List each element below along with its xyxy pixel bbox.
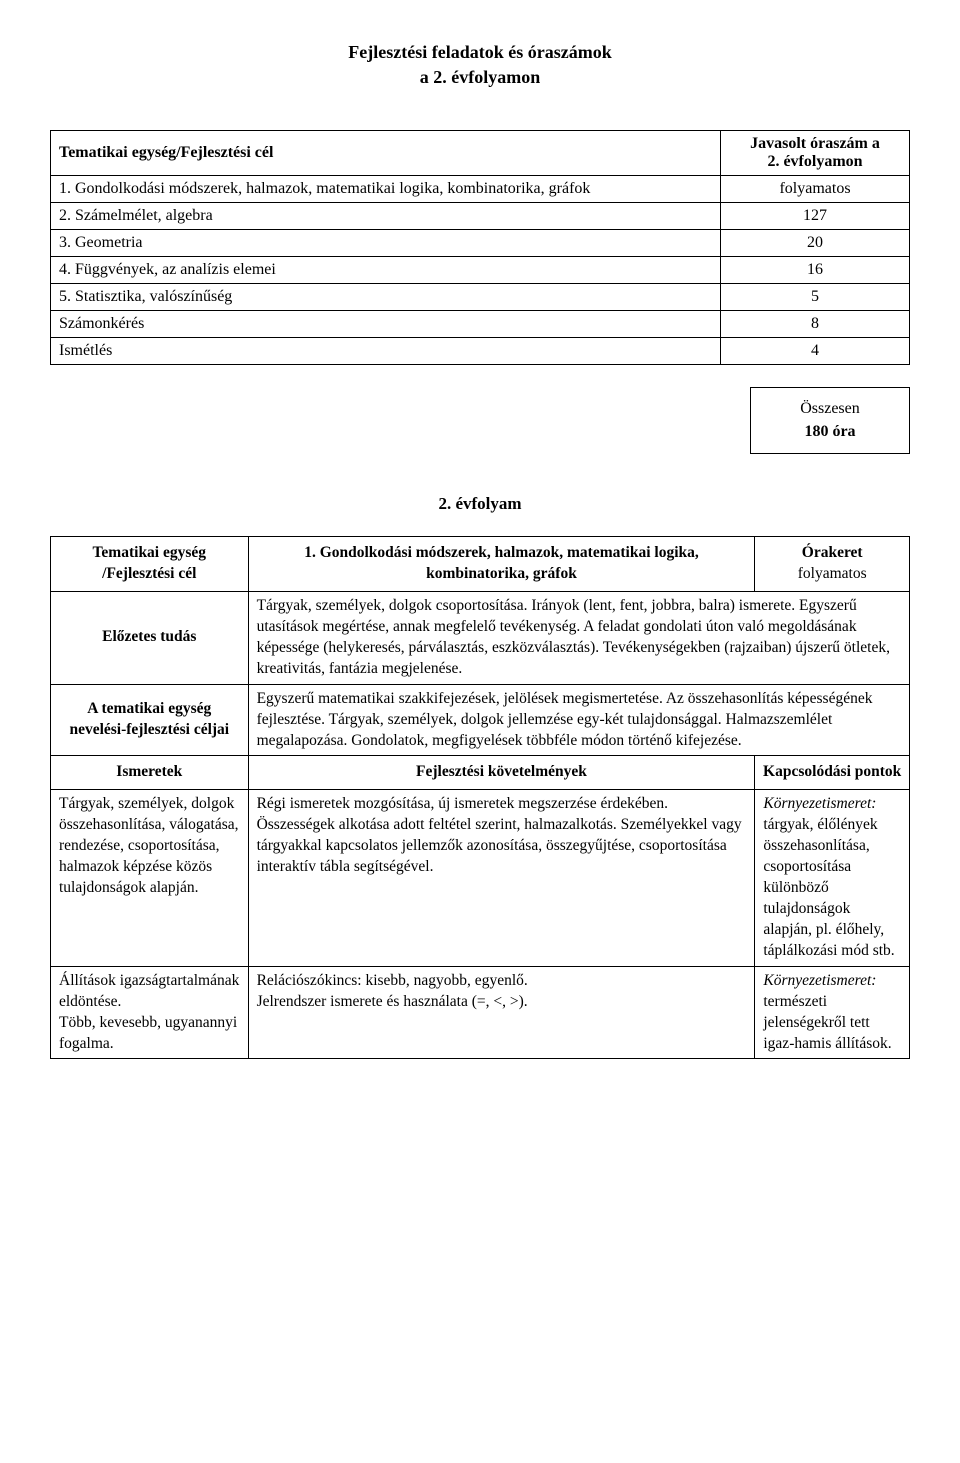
hours-row-label: 3. Geometria — [51, 230, 721, 257]
goals-label: A tematikai egység nevelési-fejlesztési … — [51, 684, 249, 756]
hours-row-value: 16 — [721, 257, 910, 284]
total-label: Összesen — [800, 400, 860, 417]
title-line-2: a 2. évfolyamon — [420, 67, 541, 87]
body-cell: Környezetismeret: természeti jelenségekr… — [755, 966, 910, 1059]
hours-row-value: 4 — [721, 338, 910, 365]
hours-header-col1: Tematikai egység/Fejlesztési cél — [51, 131, 721, 176]
unit-label: Tematikai egység /Fejlesztési cél — [51, 537, 249, 592]
body-cell: Tárgyak, személyek, dolgok összehasonlít… — [51, 790, 249, 966]
body-cell: Környezetismeret: tárgyak, élőlények öss… — [755, 790, 910, 966]
hours-table: Tematikai egység/Fejlesztési cél Javasol… — [50, 130, 910, 365]
title-line-1: Fejlesztési feladatok és óraszámok — [348, 42, 611, 62]
curriculum-table: Tematikai egység /Fejlesztési cél 1. Gon… — [50, 536, 910, 1059]
grade-heading: 2. évfolyam — [50, 494, 910, 514]
body-cell: Relációszókincs: kisebb, nagyobb, egyenl… — [248, 966, 755, 1059]
hours-row-label: 4. Függvények, az analízis elemei — [51, 257, 721, 284]
prev-knowledge-text: Tárgyak, személyek, dolgok csoportosítás… — [248, 592, 909, 685]
body-cell: Régi ismeretek mozgósítása, új ismeretek… — [248, 790, 755, 966]
unit-title: 1. Gondolkodási módszerek, halmazok, mat… — [248, 537, 755, 592]
hours-row-label: Számonkérés — [51, 311, 721, 338]
total-value: 180 óra — [804, 423, 855, 440]
total-box: Összesen 180 óra — [750, 387, 910, 454]
hours-row-value: 5 — [721, 284, 910, 311]
col-header-kapcsolodasi: Kapcsolódási pontok — [755, 756, 910, 790]
hours-row-label: 2. Számelmélet, algebra — [51, 203, 721, 230]
hours-row-value: 127 — [721, 203, 910, 230]
prev-knowledge-label: Előzetes tudás — [51, 592, 249, 685]
page-title: Fejlesztési feladatok és óraszámok a 2. … — [50, 40, 910, 90]
hours-row-label: Ismétlés — [51, 338, 721, 365]
hours-row-value: 8 — [721, 311, 910, 338]
col-header-fejlesztesi: Fejlesztési követelmények — [248, 756, 755, 790]
unit-orakeret: Órakeret folyamatos — [755, 537, 910, 592]
hours-header-col2: Javasolt óraszám a 2. évfolyamon — [721, 131, 910, 176]
hours-row-value: folyamatos — [721, 176, 910, 203]
goals-text: Egyszerű matematikai szakkifejezések, je… — [248, 684, 909, 756]
body-cell: Állítások igazságtartalmának eldöntése. … — [51, 966, 249, 1059]
hours-row-value: 20 — [721, 230, 910, 257]
col-header-ismeretek: Ismeretek — [51, 756, 249, 790]
hours-row-label: 1. Gondolkodási módszerek, halmazok, mat… — [51, 176, 721, 203]
hours-row-label: 5. Statisztika, valószínűség — [51, 284, 721, 311]
